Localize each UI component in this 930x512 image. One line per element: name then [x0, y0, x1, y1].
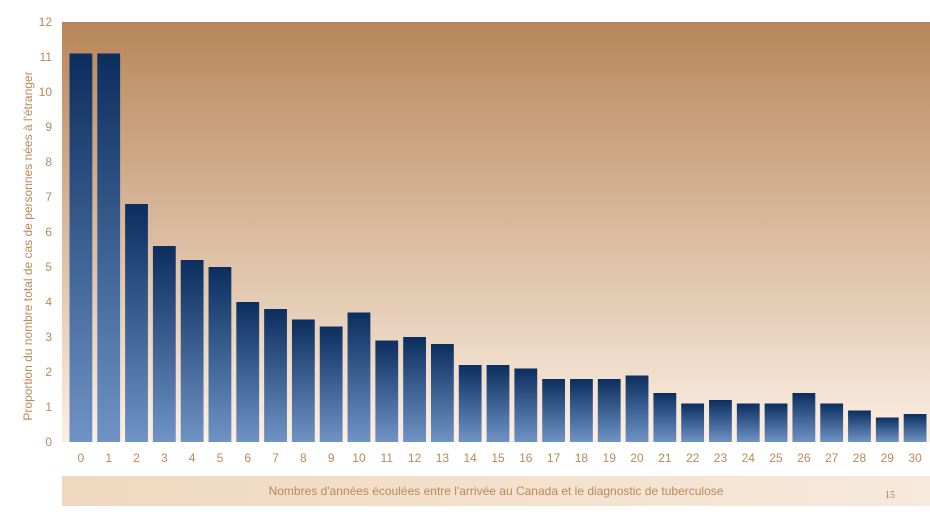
- x-tick-label: 24: [742, 451, 756, 465]
- bar-27: [820, 403, 844, 442]
- y-axis-title: Proportion du nombre total de cas de per…: [21, 71, 35, 421]
- bar-29: [875, 417, 899, 442]
- x-tick-label: 10: [352, 451, 366, 465]
- bar-16: [514, 368, 538, 442]
- x-tick-label: 7: [272, 451, 279, 465]
- bar-2: [125, 204, 148, 442]
- x-tick-label: 8: [300, 451, 307, 465]
- y-tick-label: 4: [45, 295, 52, 309]
- bar-28: [848, 410, 871, 442]
- bar-7: [264, 309, 287, 442]
- y-tick-label: 0: [45, 435, 52, 449]
- x-tick-label: 25: [769, 451, 783, 465]
- bar-18: [570, 379, 593, 442]
- x-axis-title-band: Nombres d'années écoulées entre l'arrivé…: [62, 476, 930, 506]
- page-number: 15: [885, 490, 895, 501]
- x-tick-label: 1: [105, 451, 112, 465]
- x-tick-label: 20: [630, 451, 644, 465]
- x-tick-label: 30: [908, 451, 922, 465]
- y-tick-label: 7: [45, 190, 52, 204]
- x-tick-label: 11: [381, 451, 394, 465]
- bar-20: [625, 375, 649, 442]
- y-tick-label: 10: [39, 85, 53, 99]
- bar-17: [542, 379, 566, 442]
- bar-0: [69, 53, 93, 442]
- bar-15: [486, 365, 510, 442]
- bar-24: [736, 403, 760, 442]
- y-tick-label: 1: [45, 400, 52, 414]
- bar-10: [347, 312, 371, 442]
- x-tick-label: 3: [161, 451, 168, 465]
- bar-26: [792, 393, 816, 442]
- x-axis: 0 1 2 3 4 5 6 7 8 9 10 11 12 13 14 15 16 17 18 19 20 21 22 23 24…: [78, 451, 923, 465]
- x-tick-label: 2: [133, 451, 140, 465]
- bar-19: [597, 379, 621, 442]
- x-tick-label: 22: [686, 451, 700, 465]
- x-tick-label: 14: [464, 451, 478, 465]
- y-tick-label: 8: [45, 155, 52, 169]
- bar-23: [709, 400, 732, 442]
- x-tick-label: 9: [328, 451, 335, 465]
- bar-14: [458, 365, 482, 442]
- y-tick-label: 9: [45, 120, 52, 134]
- bar-4: [180, 260, 204, 442]
- x-axis-title: Nombres d'années écoulées entre l'arrivé…: [268, 484, 724, 498]
- bar-6: [236, 302, 260, 442]
- bar-11: [375, 340, 399, 442]
- bar-5: [208, 267, 232, 442]
- x-tick-label: 4: [189, 451, 196, 465]
- x-tick-label: 13: [436, 451, 450, 465]
- y-tick-label: 11: [40, 50, 53, 64]
- x-tick-label: 12: [408, 451, 422, 465]
- x-tick-label: 18: [575, 451, 589, 465]
- x-tick-label: 16: [519, 451, 533, 465]
- x-tick-label: 19: [603, 451, 617, 465]
- bar-3: [152, 246, 176, 442]
- bar-9: [319, 326, 343, 442]
- x-tick-label: 29: [881, 451, 895, 465]
- bar-22: [681, 403, 705, 442]
- bar-30: [903, 414, 927, 442]
- x-tick-label: 28: [853, 451, 867, 465]
- x-tick-label: 6: [244, 451, 251, 465]
- x-tick-label: 15: [491, 451, 505, 465]
- x-tick-label: 23: [714, 451, 728, 465]
- bar-1: [97, 53, 121, 442]
- x-tick-label: 0: [78, 451, 85, 465]
- y-tick-label: 12: [39, 15, 53, 29]
- x-tick-label: 17: [547, 451, 561, 465]
- bar-12: [403, 337, 426, 442]
- x-tick-label: 27: [825, 451, 839, 465]
- x-tick-label: 5: [217, 451, 224, 465]
- bars-group: [69, 53, 927, 442]
- bar-25: [764, 403, 788, 442]
- bar-8: [291, 319, 315, 442]
- x-tick-label: 21: [658, 451, 672, 465]
- y-tick-label: 6: [45, 225, 52, 239]
- bar-13: [430, 344, 454, 442]
- y-tick-label: 3: [45, 330, 52, 344]
- x-tick-label: 26: [797, 451, 811, 465]
- y-tick-label: 5: [45, 260, 52, 274]
- y-tick-label: 2: [45, 365, 52, 379]
- bar-21: [653, 393, 677, 442]
